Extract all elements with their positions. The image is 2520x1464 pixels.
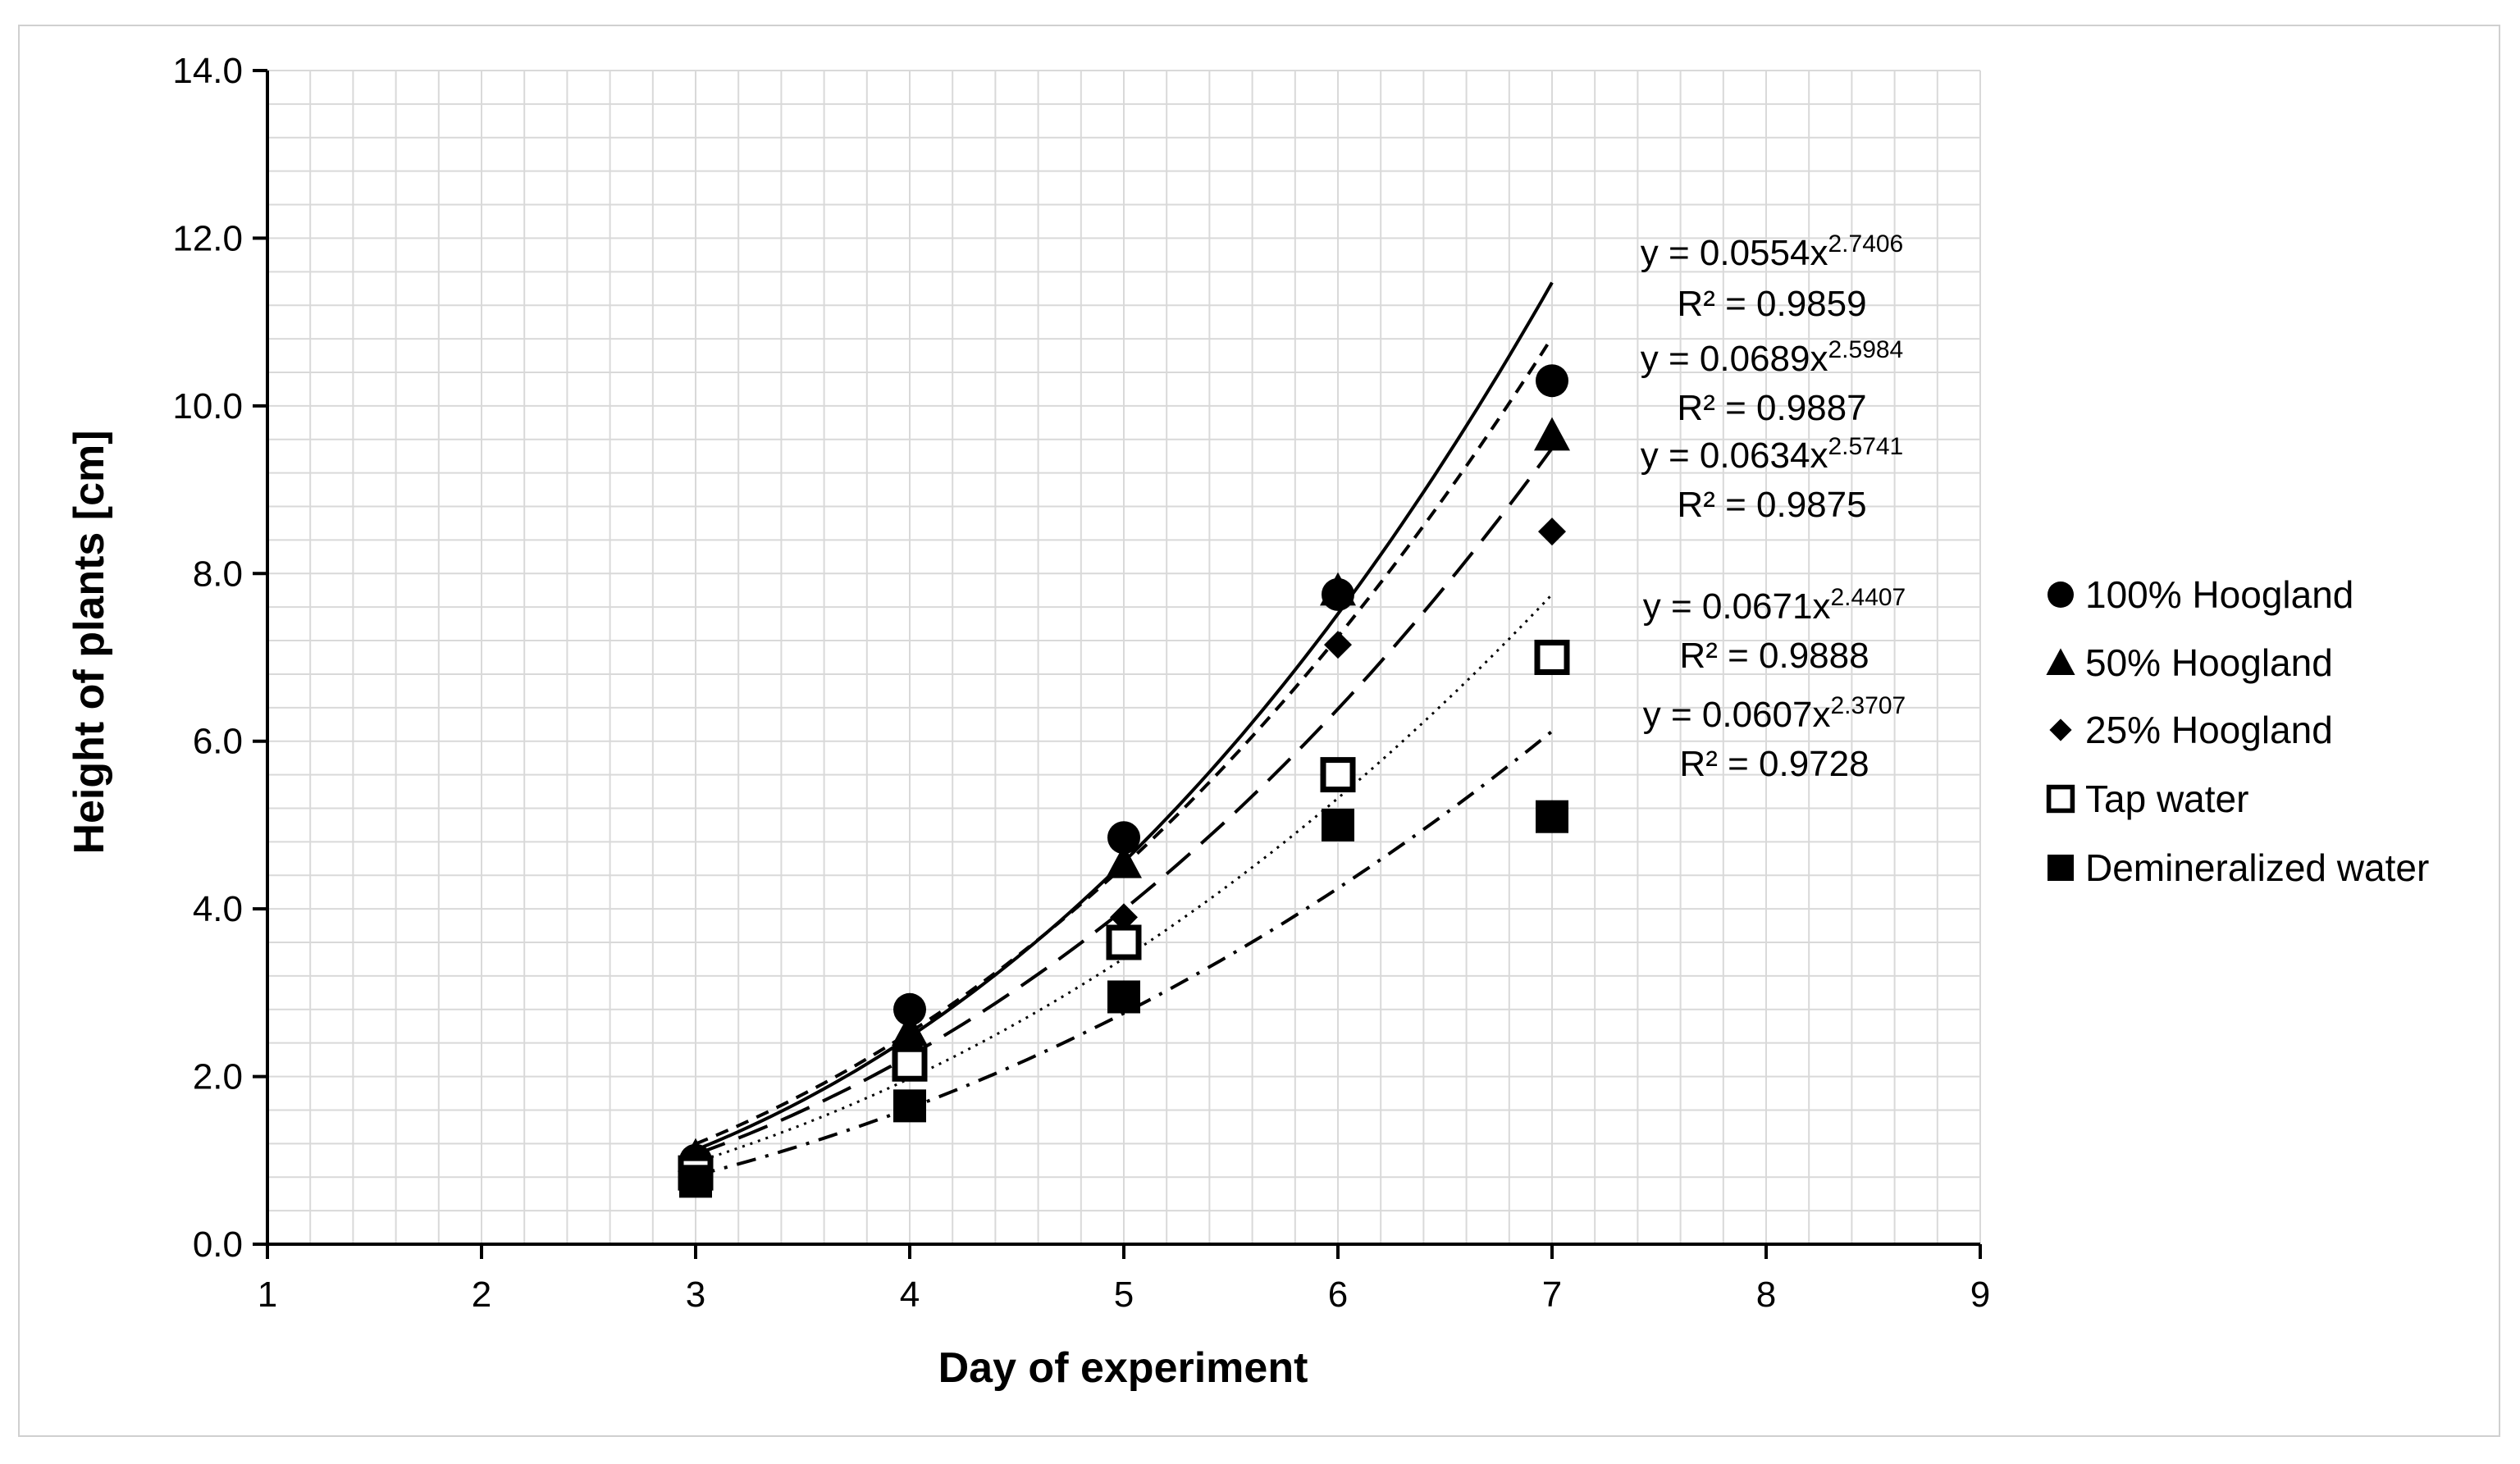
- legend-item: Tap water: [2046, 778, 2248, 820]
- data-point-open-square: [1534, 640, 1570, 675]
- trendline-equation: y = 0.0634x2.5741: [1641, 433, 1904, 476]
- legend: 100% Hoogland 50% Hoogland 25% Hoogland Tap…: [2046, 573, 2429, 889]
- data-point-triangle: [1320, 572, 1356, 606]
- x-tick-label: 7: [1542, 1275, 1562, 1315]
- x-tick-label: 2: [472, 1275, 491, 1315]
- y-tick-labels: 0.0 2.0 4.0 6.0 8.0 10.0 12.0 14.0: [172, 51, 243, 1265]
- trendline-r-squared: R² = 0.9888: [1679, 636, 1869, 676]
- legend-label: 100% Hoogland: [2085, 573, 2353, 616]
- x-tick-label: 8: [1756, 1275, 1776, 1315]
- legend-label: Tap water: [2085, 778, 2248, 820]
- y-tick-label: 12.0: [172, 218, 243, 258]
- data-point-circle: [1536, 364, 1568, 398]
- data-point-open-square: [1320, 757, 1356, 793]
- trendline-long-dash: [695, 447, 1554, 1156]
- equation-base: y = 0.0689x: [1641, 339, 1828, 379]
- x-tick-labels: 1 2 3 4 5 6 7 8 9: [258, 1275, 1990, 1315]
- data-point-diamond: [1110, 903, 1138, 932]
- legend-marker-circle: [2048, 581, 2074, 608]
- y-tick-label: 10.0: [172, 386, 243, 426]
- legend-item: 100% Hoogland: [2048, 573, 2353, 616]
- legend-marker-filled-square: [2048, 855, 2074, 881]
- legend-marker-diamond: [2049, 718, 2072, 741]
- data-point-circle: [1107, 821, 1140, 855]
- chart-frame: [18, 25, 2500, 1437]
- trendline-dotted: [695, 593, 1554, 1164]
- x-tick-label: 6: [1328, 1275, 1348, 1315]
- data-markers: [678, 364, 1570, 1198]
- data-point-filled-square: [1536, 800, 1568, 833]
- equation-exponent: 2.7406: [1828, 230, 1903, 258]
- data-point-diamond: [1538, 518, 1566, 546]
- x-tick-label: 4: [900, 1275, 920, 1315]
- legend-item: 50% Hoogland: [2046, 641, 2333, 684]
- x-tick-label: 3: [686, 1275, 705, 1315]
- y-tick-label: 8.0: [193, 554, 243, 594]
- equation-base: y = 0.0607x: [1643, 695, 1831, 735]
- trendline-r-squared: R² = 0.9728: [1679, 744, 1869, 784]
- legend-marker-open-square: [2046, 784, 2075, 814]
- equation-exponent: 2.4407: [1830, 584, 1906, 611]
- trendline-r-squared: R² = 0.9875: [1677, 485, 1866, 525]
- data-point-triangle: [1106, 844, 1142, 878]
- y-tick-label: 2.0: [193, 1057, 243, 1097]
- trendline-equation: y = 0.0689x2.5984: [1641, 336, 1904, 379]
- legend-label: Demineralized water: [2085, 846, 2429, 889]
- x-axis-title: Day of experiment: [938, 1344, 1308, 1392]
- axes: [253, 69, 1982, 1259]
- data-point-triangle: [1534, 417, 1570, 451]
- data-point-diamond: [1324, 631, 1352, 659]
- data-point-open-square: [1106, 924, 1142, 960]
- legend-label: 50% Hoogland: [2085, 641, 2333, 684]
- data-point-open-square: [892, 1046, 928, 1082]
- legend-marker-triangle: [2046, 648, 2075, 675]
- x-tick-label: 1: [258, 1275, 277, 1315]
- legend-label: 25% Hoogland: [2085, 709, 2333, 751]
- trendline-r-squared: R² = 0.9859: [1677, 284, 1866, 324]
- equation-exponent: 2.5741: [1828, 433, 1903, 460]
- data-point-filled-square: [893, 1089, 926, 1123]
- trendline-r-squared: R² = 0.9887: [1677, 388, 1866, 428]
- legend-item: Demineralized water: [2048, 846, 2429, 889]
- y-tick-label: 14.0: [172, 51, 243, 91]
- y-tick-label: 0.0: [193, 1225, 243, 1265]
- x-tick-label: 5: [1114, 1275, 1134, 1315]
- legend-item: 25% Hoogland: [2049, 709, 2333, 751]
- data-point-filled-square: [1322, 808, 1354, 841]
- equation-exponent: 2.3707: [1830, 692, 1906, 719]
- x-tick-label: 9: [1970, 1275, 1990, 1315]
- data-point-filled-square: [679, 1165, 712, 1198]
- y-tick-label: 4.0: [193, 889, 243, 929]
- trendline-equation: y = 0.0607x2.3707: [1643, 692, 1906, 735]
- trendline-equation: y = 0.0554x2.7406: [1641, 230, 1904, 273]
- trendline-equation: y = 0.0671x2.4407: [1643, 584, 1906, 627]
- data-point-circle: [893, 992, 926, 1026]
- y-tick-label: 6.0: [193, 722, 243, 762]
- equation-base: y = 0.0671x: [1643, 586, 1831, 627]
- data-point-filled-square: [1107, 980, 1140, 1014]
- y-axis-title: Height of plants [cm]: [66, 430, 113, 854]
- data-point-triangle: [892, 1012, 928, 1047]
- equation-base: y = 0.0634x: [1641, 436, 1828, 476]
- equation-exponent: 2.5984: [1828, 336, 1903, 363]
- equation-base: y = 0.0554x: [1641, 233, 1828, 273]
